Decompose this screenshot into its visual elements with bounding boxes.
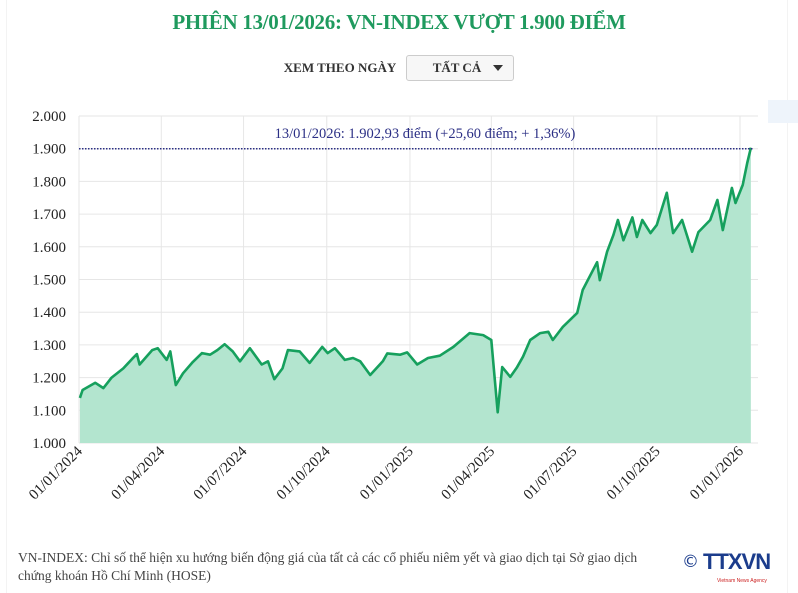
reference-annotation: 13/01/2026: 1.902,93 điểm (+25,60 điểm; … xyxy=(275,126,576,142)
filter-label: XEM THEO NGÀY xyxy=(283,60,397,75)
y-tick-label: 1.300 xyxy=(32,338,66,354)
x-tick-label: 01/01/2024 xyxy=(26,443,86,503)
caret-down-icon xyxy=(493,65,504,71)
y-tick-label: 1.400 xyxy=(32,305,66,321)
x-tick-label: 01/04/2024 xyxy=(108,443,168,503)
x-tick-label: 01/07/2025 xyxy=(521,444,581,504)
range-select[interactable]: TẤT CẢ xyxy=(406,55,515,81)
x-tick-label: 01/01/2026 xyxy=(687,443,747,503)
page-title: PHIÊN 13/01/2026: VN-INDEX VƯỢT 1.900 ĐI… xyxy=(172,10,626,34)
y-tick-label: 1.900 xyxy=(32,142,66,158)
vnindex-line xyxy=(78,147,753,414)
y-tick-label: 2.000 xyxy=(32,109,66,125)
y-tick-label: 1.800 xyxy=(32,174,66,190)
y-tick-label: 1.600 xyxy=(32,240,66,256)
y-tick-label: 1.200 xyxy=(32,371,66,387)
x-tick-label: 01/01/2025 xyxy=(357,444,417,504)
x-tick-label: 01/10/2025 xyxy=(604,444,664,504)
y-tick-label: 1.000 xyxy=(32,436,66,452)
logo-text: TTXVN Vietnam News Agency xyxy=(703,549,771,585)
ttxvn-logo: © TTXVN Vietnam News Agency xyxy=(682,549,771,585)
x-tick-label: 01/07/2024 xyxy=(191,443,251,503)
x-tick-label: 01/04/2025 xyxy=(439,444,499,504)
area-fill xyxy=(79,147,751,443)
copyright-icon: © xyxy=(682,552,699,572)
y-tick-label: 1.100 xyxy=(32,403,66,419)
y-tick-label: 1.700 xyxy=(32,207,66,223)
footnote: VN-INDEX: Chỉ số thể hiện xu hướng biến … xyxy=(18,550,638,583)
side-panel-tab[interactable] xyxy=(768,100,798,123)
range-select-value: TẤT CẢ xyxy=(432,60,482,75)
date-filter: XEM THEO NGÀY TẤT CẢ xyxy=(0,55,798,81)
x-tick-label: 01/10/2024 xyxy=(274,443,334,503)
y-tick-label: 1.500 xyxy=(32,273,66,289)
